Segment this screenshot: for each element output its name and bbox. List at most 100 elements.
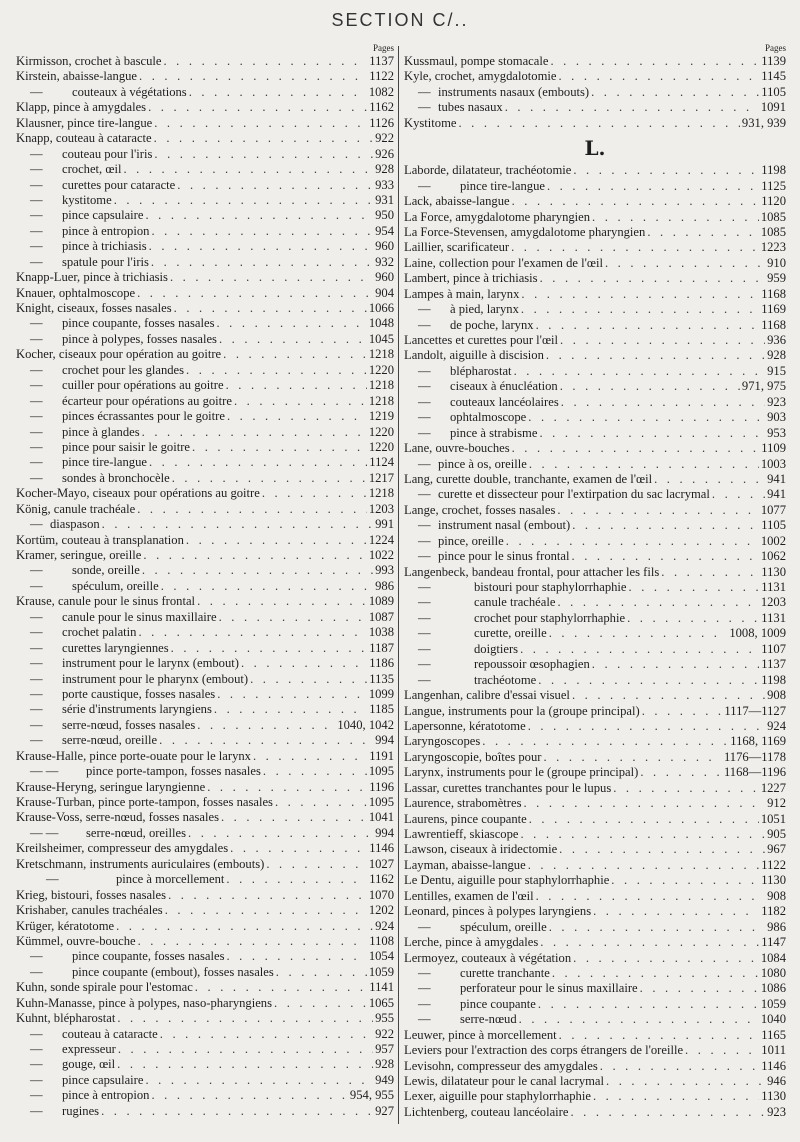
ditto-dash: — xyxy=(30,609,43,624)
ditto-dash: — xyxy=(30,424,43,439)
page-number: 993 xyxy=(375,563,394,578)
index-entry: Krause, canule pour le sinus frontal 1089 xyxy=(16,594,394,609)
ditto-dash: — xyxy=(30,702,43,717)
entry-text: kystitome xyxy=(62,192,112,207)
entry-text: pince coupante, fosses nasales xyxy=(72,949,225,964)
entry-text: La Force-Stevensen, amygdalotome pharyng… xyxy=(404,224,646,239)
ditto-dash: — xyxy=(30,208,43,223)
page-number: 954, 955 xyxy=(349,1088,394,1103)
dot-leader xyxy=(640,981,759,996)
page-number: 1027 xyxy=(368,856,394,871)
dot-leader xyxy=(219,610,367,625)
entry-text: trachéotome xyxy=(474,672,537,687)
index-entry: — pince tire-langue 1125 xyxy=(404,179,786,194)
page-number: 931, 939 xyxy=(741,115,786,130)
dot-leader xyxy=(151,224,373,239)
ditto-dash: — xyxy=(418,919,431,934)
dot-leader xyxy=(549,626,728,641)
dot-leader xyxy=(165,903,367,918)
index-entry: — crochet, œil 928 xyxy=(16,162,394,177)
entry-text: Landolt, aiguille à discision xyxy=(404,348,544,363)
page-number: 932 xyxy=(375,254,394,269)
dot-leader xyxy=(505,100,759,115)
page-number: 1139 xyxy=(761,54,786,68)
dot-leader xyxy=(151,255,373,270)
ditto-dash: — xyxy=(30,964,43,979)
index-entry: — tubes nasaux 1091 xyxy=(404,100,786,115)
page-number: 1041 xyxy=(368,810,394,825)
entry-text: écarteur pour opérations au goitre xyxy=(62,393,232,408)
index-entry: Lerche, pince à amygdales 1147 xyxy=(404,935,786,950)
page-number: 953 xyxy=(767,425,786,440)
page-number: 1217 xyxy=(368,470,394,485)
entry-text: Le Dentu, aiguille pour staphylorrhaphie xyxy=(404,873,610,888)
page-number: 1202 xyxy=(368,903,394,918)
index-entry: — bistouri pour staphylorrhaphie 1131 xyxy=(404,580,786,595)
entry-text: Laborde, dilatateur, trachéotomie xyxy=(404,163,572,178)
dot-leader xyxy=(540,935,759,950)
index-entry: Kussmaul, pompe stomacale 1139 xyxy=(404,54,786,69)
page-number: 1196 xyxy=(369,779,394,794)
index-entry: Lang, curette double, tranchante, examen… xyxy=(404,472,786,487)
entry-text: pince, oreille xyxy=(438,533,504,548)
entry-text: pince pour le sinus frontal xyxy=(438,549,570,564)
ditto-dash: — — xyxy=(30,764,59,779)
ditto-dash: — xyxy=(418,84,431,99)
dot-leader xyxy=(512,194,760,209)
index-entry: Lack, abaisse-langue 1120 xyxy=(404,194,786,209)
index-entry: — canule trachéale 1203 xyxy=(404,595,786,610)
page-number: 1089 xyxy=(368,594,394,609)
page-number: 1059 xyxy=(760,996,786,1011)
index-entry: — pince tire-langue 1124 xyxy=(16,455,394,470)
page-number: 1185 xyxy=(369,702,394,717)
index-entry: Levisohn, compresseur des amygdales 1146 xyxy=(404,1059,786,1074)
index-entry: La Force-Stevensen, amygdalotome pharyng… xyxy=(404,225,786,240)
page-number: 1169 xyxy=(761,302,786,317)
index-entry: Kreilsheimer, compresseur des amygdales 1… xyxy=(16,841,394,856)
entry-text: sondes à bronchocèle xyxy=(62,470,170,485)
page-number: 1095 xyxy=(368,764,394,779)
entry-text: pince à glandes xyxy=(62,424,140,439)
index-entry: Klapp, pince à amygdales 1162 xyxy=(16,100,394,115)
entry-text: pince pour saisir le goitre xyxy=(62,439,190,454)
ditto-dash: — xyxy=(418,456,431,471)
index-entry: — curettes laryngiennes 1187 xyxy=(16,641,394,656)
dot-leader xyxy=(214,702,367,717)
ditto-dash: — xyxy=(418,580,431,594)
index-entry: Krause-Halle, pince porte-ouate pour le … xyxy=(16,749,394,764)
ditto-dash: — xyxy=(30,378,43,393)
page-number: 959 xyxy=(767,271,786,286)
page-number: 1099 xyxy=(368,686,394,701)
entry-text: Langenhan, calibre d'essai visuel xyxy=(404,688,570,703)
entry-text: série d'instruments laryngiens xyxy=(62,702,212,717)
entry-text: Lampes à main, larynx xyxy=(404,286,520,301)
dot-leader xyxy=(223,347,367,362)
dot-leader xyxy=(539,426,765,441)
index-entry: Krause-Heryng, seringue laryngienne 1196 xyxy=(16,780,394,795)
dot-leader xyxy=(482,734,728,749)
pages-column-label: Pages xyxy=(373,43,394,53)
ditto-dash: — xyxy=(418,425,431,440)
ditto-dash: — xyxy=(30,717,43,732)
index-entry: — pince coupante, fosses nasales 1054 xyxy=(16,949,394,964)
index-entry: Kocher-Mayo, ciseaux pour opérations au … xyxy=(16,486,394,501)
entry-text: couteaux à végétations xyxy=(72,84,187,99)
page-number: 924 xyxy=(375,918,394,933)
page-number: 950 xyxy=(375,208,394,223)
index-entry: Kramer, seringue, oreille 1022 xyxy=(16,548,394,563)
dot-leader xyxy=(647,225,759,240)
page-number: 1070 xyxy=(368,887,394,902)
index-entries-left: Kirmisson, crochet à bascule1137Kirstein… xyxy=(16,54,394,1119)
dot-leader xyxy=(552,966,759,981)
index-entry: Krause-Voss, serre-nœud, fosses nasales 1… xyxy=(16,810,394,825)
page-number: 1048 xyxy=(368,316,394,331)
page-number: 1145 xyxy=(761,69,786,84)
index-entry: — curette, oreille 1008, 1009 xyxy=(404,626,786,641)
ditto-dash: — xyxy=(30,254,43,269)
index-entry: — pince, oreille 1002 xyxy=(404,534,786,549)
dot-leader xyxy=(642,704,723,719)
index-entry: Lampes à main, larynx 1168 xyxy=(404,287,786,302)
page-number: 955 xyxy=(375,1011,394,1026)
index-entry: Langenhan, calibre d'essai visuel 908 xyxy=(404,688,786,703)
page-number: 1082 xyxy=(368,84,394,99)
